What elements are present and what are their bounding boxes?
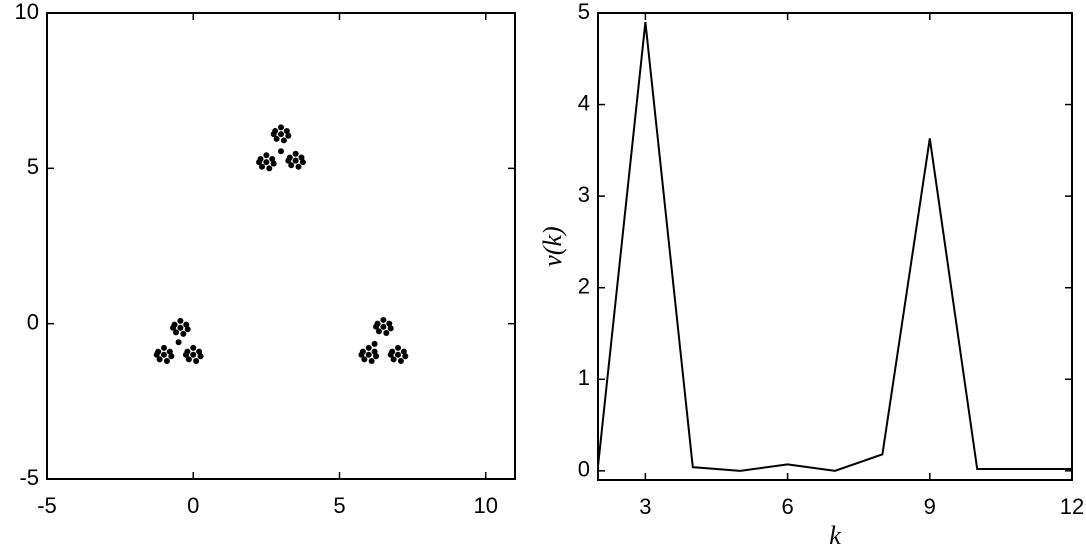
axes-box	[46, 12, 516, 480]
point	[270, 160, 277, 167]
point	[185, 356, 192, 363]
point	[371, 340, 378, 347]
point	[390, 356, 397, 363]
point	[168, 353, 175, 360]
point	[373, 323, 380, 330]
point	[273, 135, 280, 142]
x-tick-label: 0	[187, 493, 199, 518]
point	[170, 324, 177, 331]
point	[197, 353, 204, 360]
point	[358, 351, 365, 358]
point	[368, 357, 375, 364]
line	[597, 22, 1072, 472]
x-tick-label: 9	[924, 494, 936, 519]
point	[365, 351, 372, 358]
point	[365, 344, 372, 351]
point	[182, 351, 189, 358]
point	[270, 131, 277, 138]
point	[298, 154, 305, 161]
point	[278, 148, 284, 155]
point	[395, 344, 401, 351]
point	[278, 124, 284, 131]
point	[380, 316, 387, 323]
point	[383, 329, 390, 336]
point	[184, 326, 191, 333]
point	[163, 357, 170, 364]
point	[190, 351, 197, 358]
point	[395, 351, 401, 358]
point	[278, 131, 284, 138]
point	[256, 159, 263, 166]
point	[153, 351, 160, 358]
point	[371, 348, 378, 355]
point	[361, 356, 368, 363]
y-tick-label: 1	[578, 365, 590, 390]
point	[400, 348, 407, 355]
point	[299, 159, 306, 166]
point	[375, 328, 382, 335]
point	[285, 157, 292, 164]
y-tick-label: 0	[27, 309, 39, 334]
point	[292, 150, 299, 157]
x-tick-label: 5	[333, 493, 345, 518]
point	[269, 156, 276, 163]
y-axis-label: v(k)	[538, 226, 567, 266]
point	[386, 320, 393, 327]
point	[190, 344, 197, 351]
point	[180, 330, 187, 337]
point	[177, 317, 184, 324]
x-axis-label: k	[829, 521, 841, 550]
point	[292, 157, 299, 164]
point	[288, 162, 295, 169]
point	[166, 348, 173, 355]
point	[193, 357, 200, 364]
y-tick-label: 0	[578, 457, 590, 482]
point	[280, 137, 287, 144]
y-tick-label: 5	[578, 0, 590, 24]
x-tick-label: 6	[781, 494, 793, 519]
x-tick-label: -5	[37, 493, 57, 518]
point	[156, 356, 163, 363]
y-tick-label: -5	[19, 465, 39, 490]
point	[283, 128, 290, 135]
point	[402, 353, 409, 360]
point	[373, 353, 380, 360]
y-tick-label: 5	[27, 154, 39, 179]
point	[183, 321, 190, 328]
x-tick-label: 12	[1060, 494, 1084, 519]
point	[295, 163, 302, 170]
x-tick-label: 10	[474, 493, 498, 518]
point	[397, 357, 404, 364]
point	[387, 351, 394, 358]
point	[258, 163, 265, 170]
point	[263, 159, 270, 166]
point	[387, 325, 394, 332]
point	[161, 344, 167, 351]
y-tick-label: 10	[15, 0, 39, 24]
point	[161, 351, 167, 358]
x-tick-label: 3	[639, 494, 651, 519]
point	[177, 324, 184, 331]
y-tick-label: 3	[578, 182, 590, 207]
point	[263, 152, 270, 159]
axes-box	[597, 12, 1073, 481]
point	[196, 348, 203, 355]
point	[285, 132, 292, 139]
y-tick-label: 2	[578, 274, 590, 299]
point	[380, 323, 387, 330]
point	[175, 339, 182, 346]
point	[266, 165, 273, 172]
y-tick-label: 4	[578, 90, 590, 115]
point	[172, 329, 179, 336]
